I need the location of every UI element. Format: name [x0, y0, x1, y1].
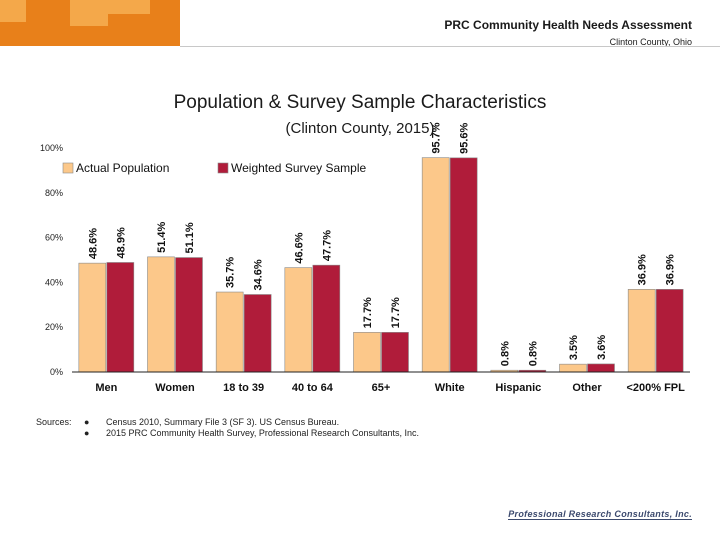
bar-weighted-survey-sample [587, 363, 615, 373]
bar-value-label: 3.5% [568, 335, 580, 360]
bar-weighted-survey-sample [106, 262, 135, 373]
legend-swatch-actual-population [62, 162, 74, 174]
x-category-label: Hispanic [495, 382, 541, 394]
y-tick-label: 0% [50, 367, 63, 377]
header-brand-bar [0, 0, 180, 46]
bar-value-label: 95.6% [459, 122, 471, 153]
bar-weighted-survey-sample [312, 264, 341, 373]
bar-value-label: 51.4% [156, 221, 168, 252]
header-square-1 [0, 0, 26, 22]
bar-actual-population [147, 256, 175, 373]
x-category-label: <200% FPL [626, 382, 685, 394]
x-category-label: 18 to 39 [223, 382, 264, 394]
x-category-label: 40 to 64 [292, 382, 334, 394]
bar-value-label: 47.7% [321, 230, 333, 261]
y-tick-label: 60% [45, 233, 63, 243]
header-square-2 [70, 0, 108, 26]
bar-value-label: 46.6% [293, 232, 305, 263]
bar-value-label: 3.6% [596, 335, 608, 360]
header-divider [180, 46, 720, 47]
bullet-icon: ● [84, 428, 90, 438]
bar-actual-population [353, 332, 381, 373]
bar-value-label: 36.9% [665, 254, 677, 285]
bullet-icon: ● [84, 417, 90, 427]
bar-actual-population [215, 291, 244, 373]
bar-value-label: 51.1% [184, 222, 196, 253]
bar-value-label: 36.9% [637, 254, 649, 285]
bar-value-label: 34.6% [253, 259, 265, 290]
x-category-label: Other [572, 382, 602, 394]
bar-value-label: 48.9% [115, 227, 127, 258]
sources-label: Sources: [36, 417, 72, 427]
chart-subtitle: (Clinton County, 2015) [285, 120, 435, 137]
bar-weighted-survey-sample [655, 289, 684, 373]
chart-title: Population & Survey Sample Characteristi… [173, 92, 547, 113]
bar-value-label: 35.7% [225, 257, 237, 288]
bar-value-label: 17.7% [362, 297, 374, 328]
y-tick-label: 20% [45, 322, 63, 332]
y-tick-label: 100% [40, 143, 63, 153]
y-tick-label: 40% [45, 277, 63, 287]
source-item: 2015 PRC Community Health Survey, Profes… [106, 428, 419, 438]
source-item: Census 2010, Summary File 3 (SF 3). US C… [106, 417, 340, 427]
bar-actual-population [284, 267, 313, 373]
bar-actual-population [421, 157, 450, 373]
legend-label: Weighted Survey Sample [231, 161, 367, 175]
bar-value-label: 0.8% [527, 341, 539, 366]
bar-weighted-survey-sample [243, 294, 272, 373]
bar-weighted-survey-sample [449, 157, 478, 373]
legend-swatch-weighted-survey-sample [217, 162, 229, 174]
bar-value-label: 95.7% [431, 122, 443, 153]
bar-value-label: 17.7% [390, 297, 402, 328]
legend-label: Actual Population [76, 161, 169, 175]
bar-weighted-survey-sample [175, 257, 203, 373]
bar-actual-population [559, 363, 587, 373]
header-location: Clinton County, Ohio [609, 37, 692, 47]
bar-value-label: 0.8% [499, 341, 511, 366]
x-category-label: Men [95, 382, 117, 394]
x-category-label: White [435, 382, 465, 394]
bar-actual-population [78, 262, 107, 373]
x-category-label: Women [155, 382, 195, 394]
header-title: PRC Community Health Needs Assessment [444, 18, 692, 32]
x-category-label: 65+ [372, 382, 391, 394]
header-square-3 [108, 0, 150, 14]
bar-weighted-survey-sample [381, 332, 409, 373]
y-tick-label: 80% [45, 188, 63, 198]
prc-logo: Professional Research Consultants, Inc. [508, 509, 692, 520]
bar-value-label: 48.6% [87, 228, 99, 259]
bar-actual-population [627, 289, 656, 373]
